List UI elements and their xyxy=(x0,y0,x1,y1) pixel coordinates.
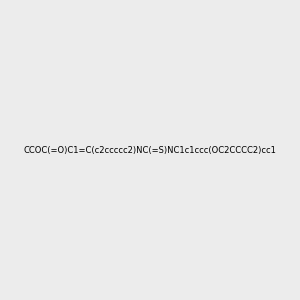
Text: CCOC(=O)C1=C(c2ccccc2)NC(=S)NC1c1ccc(OC2CCCC2)cc1: CCOC(=O)C1=C(c2ccccc2)NC(=S)NC1c1ccc(OC2… xyxy=(24,146,276,154)
